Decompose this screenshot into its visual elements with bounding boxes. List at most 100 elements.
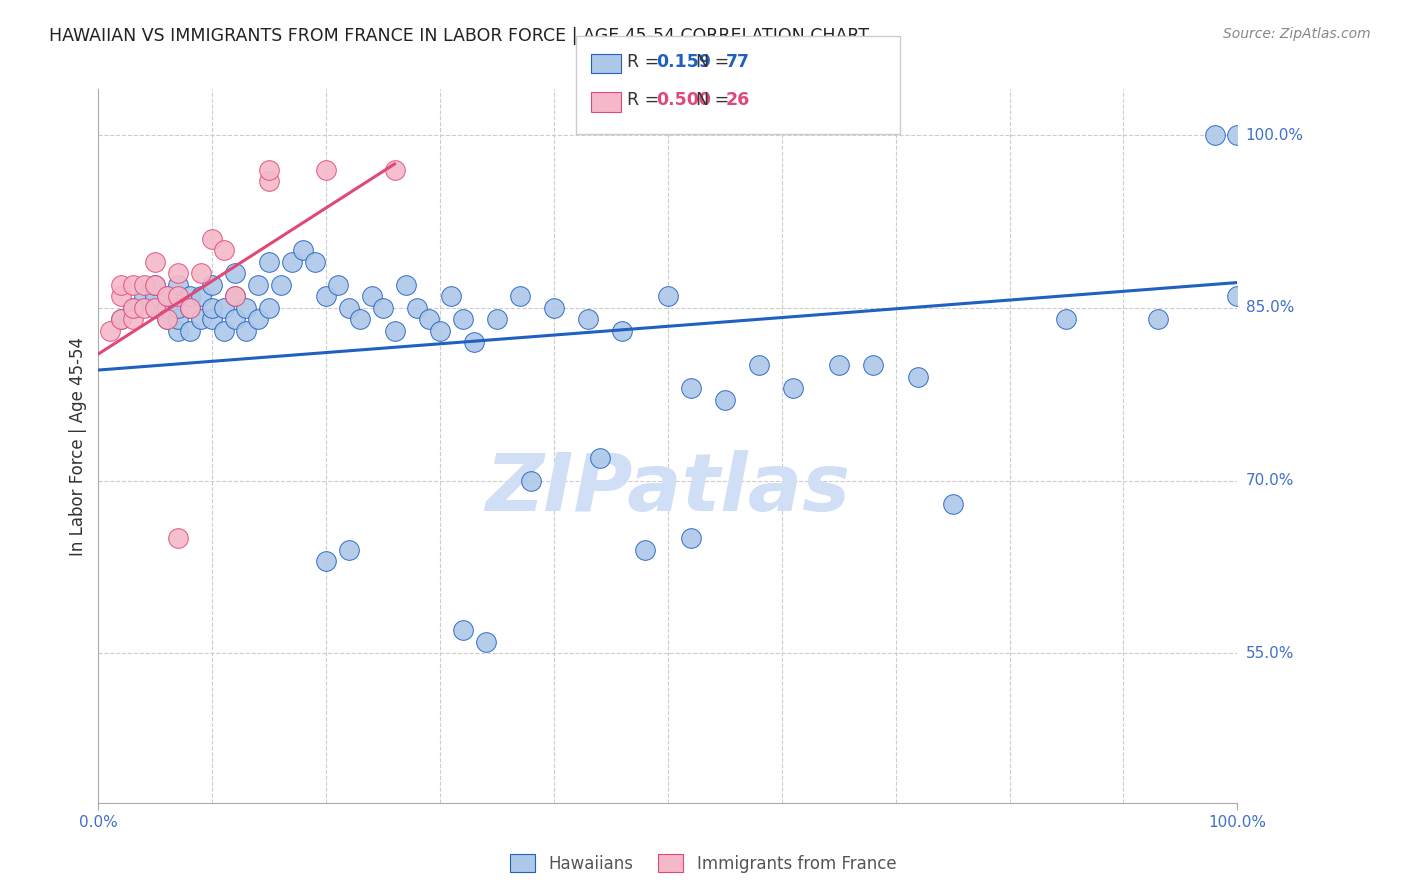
Text: R =: R = (627, 53, 665, 70)
Point (145, 301, 167, 315)
Point (167, 289, 190, 303)
Point (98, 324, 121, 338)
Point (259, 255, 281, 269)
Point (782, 381, 804, 395)
Point (315, 162, 337, 177)
Point (384, 162, 406, 177)
Point (167, 312, 190, 326)
Point (576, 312, 599, 326)
Point (1204, 128, 1226, 143)
Point (259, 162, 281, 177)
Point (201, 277, 224, 292)
Point (406, 301, 429, 315)
Point (190, 266, 212, 280)
Point (110, 312, 132, 326)
Point (337, 301, 360, 315)
Point (167, 324, 190, 338)
Point (907, 370, 929, 384)
Point (259, 174, 281, 188)
Point (520, 474, 543, 488)
Point (246, 312, 269, 326)
Point (167, 266, 190, 280)
Point (190, 289, 212, 303)
Point (326, 277, 349, 292)
Point (167, 301, 190, 315)
Point (224, 312, 246, 326)
Point (588, 450, 610, 465)
Point (463, 335, 485, 350)
Point (212, 324, 235, 338)
Point (384, 324, 406, 338)
Point (259, 301, 281, 315)
Point (360, 289, 382, 303)
Point (224, 266, 246, 280)
Point (612, 324, 634, 338)
Point (224, 289, 246, 303)
Point (179, 289, 201, 303)
Text: R =: R = (627, 91, 665, 109)
Point (270, 277, 292, 292)
Point (212, 244, 235, 258)
Text: 100.0%: 100.0% (1246, 128, 1303, 143)
Point (679, 381, 702, 395)
Point (942, 497, 965, 511)
Point (748, 359, 770, 373)
Point (371, 301, 394, 315)
Text: 26: 26 (725, 91, 749, 109)
Point (451, 312, 474, 326)
Point (110, 289, 132, 303)
Point (634, 542, 657, 557)
Point (145, 277, 167, 292)
Point (451, 623, 474, 637)
Text: 0.500: 0.500 (657, 91, 711, 109)
Point (110, 312, 132, 326)
Point (156, 301, 179, 315)
Point (509, 289, 531, 303)
Y-axis label: In Labor Force | Age 45-54: In Labor Force | Age 45-54 (69, 336, 87, 556)
Point (1146, 312, 1168, 326)
Text: HAWAIIAN VS IMMIGRANTS FROM FRANCE IN LABOR FORCE | AGE 45-54 CORRELATION CHART: HAWAIIAN VS IMMIGRANTS FROM FRANCE IN LA… (49, 27, 869, 45)
Point (145, 301, 167, 315)
Point (201, 312, 224, 326)
Point (486, 312, 509, 326)
Point (121, 312, 143, 326)
Point (235, 301, 257, 315)
Point (1226, 289, 1249, 303)
Point (246, 277, 269, 292)
Point (657, 289, 679, 303)
Point (315, 289, 337, 303)
Text: 85.0%: 85.0% (1246, 301, 1294, 316)
Point (145, 289, 167, 303)
Point (440, 289, 463, 303)
Point (224, 289, 246, 303)
Point (132, 301, 155, 315)
Point (1226, 128, 1249, 143)
Point (212, 301, 235, 315)
Point (418, 312, 440, 326)
Point (862, 359, 884, 373)
Point (190, 312, 212, 326)
Text: N =: N = (696, 53, 735, 70)
Text: 70.0%: 70.0% (1246, 473, 1294, 488)
Text: N =: N = (696, 91, 735, 109)
Text: ZIPatlas: ZIPatlas (485, 450, 851, 528)
Point (1054, 312, 1078, 326)
Point (201, 232, 224, 246)
Point (121, 277, 143, 292)
Point (543, 301, 565, 315)
Point (679, 531, 702, 545)
Point (201, 301, 224, 315)
Point (121, 301, 143, 315)
Point (474, 634, 496, 648)
Point (304, 255, 326, 269)
Point (179, 324, 201, 338)
Point (110, 277, 132, 292)
Point (292, 244, 315, 258)
Text: 0.159: 0.159 (657, 53, 711, 70)
Point (235, 324, 257, 338)
Point (429, 324, 451, 338)
Point (132, 289, 155, 303)
Point (167, 531, 190, 545)
Point (714, 392, 737, 407)
Point (179, 301, 201, 315)
